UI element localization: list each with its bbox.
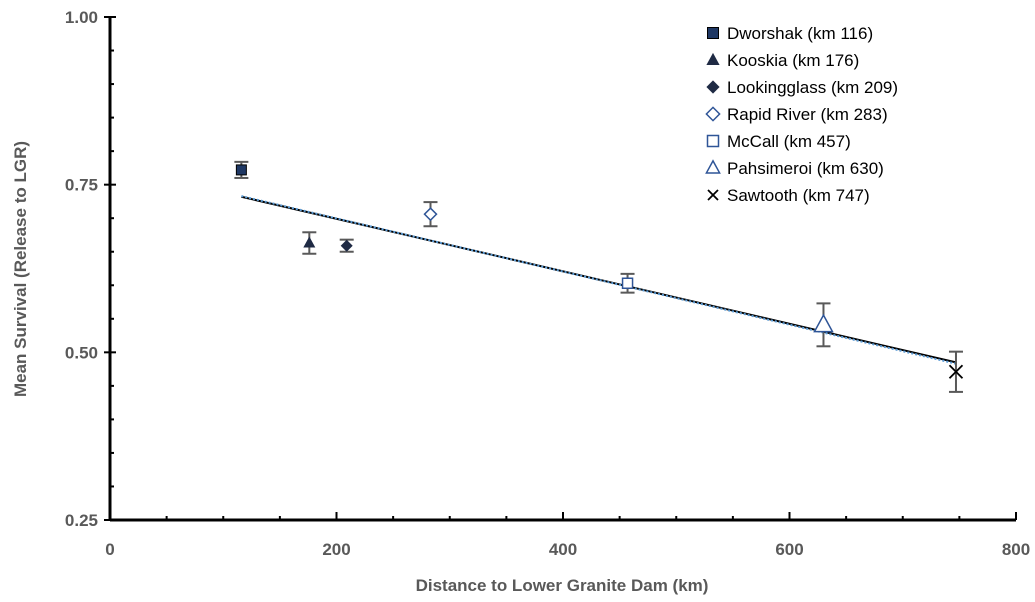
data-point bbox=[621, 277, 634, 290]
x-tick-label: 800 bbox=[1002, 540, 1030, 559]
legend-marker bbox=[707, 27, 719, 39]
y-tick-label: 0.25 bbox=[65, 511, 98, 530]
data-point bbox=[948, 364, 964, 379]
y-tick-label: 1.00 bbox=[65, 8, 98, 27]
data-point bbox=[340, 239, 353, 252]
legend: Dworshak (km 116) Kooskia (km 176) Looking… bbox=[705, 24, 898, 205]
legend-label: McCall (km 457) bbox=[727, 132, 851, 151]
data-point bbox=[423, 207, 438, 222]
y-axis-title: Mean Survival (Release to LGR) bbox=[11, 141, 30, 397]
legend-label: Lookingglass (km 209) bbox=[727, 78, 898, 97]
x-stroke bbox=[948, 364, 964, 379]
legend-marker bbox=[707, 189, 719, 201]
data-points bbox=[234, 160, 964, 393]
x-stroke bbox=[707, 189, 719, 201]
legend-label: Rapid River (km 283) bbox=[727, 105, 888, 124]
legend-label: Dworshak (km 116) bbox=[727, 24, 873, 43]
legend-marker bbox=[706, 80, 720, 94]
legend-marker bbox=[705, 159, 721, 174]
data-point bbox=[813, 313, 834, 333]
legend-marker bbox=[705, 106, 721, 122]
x-axis-title: Distance to Lower Granite Dam (km) bbox=[416, 576, 709, 595]
trendline-solid bbox=[241, 195, 957, 364]
x-tick-label: 600 bbox=[775, 540, 803, 559]
x-tick-label: 400 bbox=[549, 540, 577, 559]
legend-label: Sawtooth (km 747) bbox=[727, 186, 870, 205]
legend-marker bbox=[706, 52, 720, 65]
axis-ticks: 0 200 400 600 800 0.25 0.50 0.75 1.00 bbox=[65, 8, 1030, 559]
data-point bbox=[303, 236, 316, 248]
trendlines bbox=[241, 195, 957, 365]
x-tick-label: 200 bbox=[322, 540, 350, 559]
x-tick-label: 0 bbox=[105, 540, 114, 559]
y-tick-label: 0.75 bbox=[65, 176, 98, 195]
legend-label: Kooskia (km 176) bbox=[727, 51, 859, 70]
legend-marker bbox=[706, 134, 720, 148]
legend-label: Pahsimeroi (km 630) bbox=[727, 159, 884, 178]
data-point bbox=[235, 164, 247, 176]
y-tick-label: 0.50 bbox=[65, 343, 98, 362]
